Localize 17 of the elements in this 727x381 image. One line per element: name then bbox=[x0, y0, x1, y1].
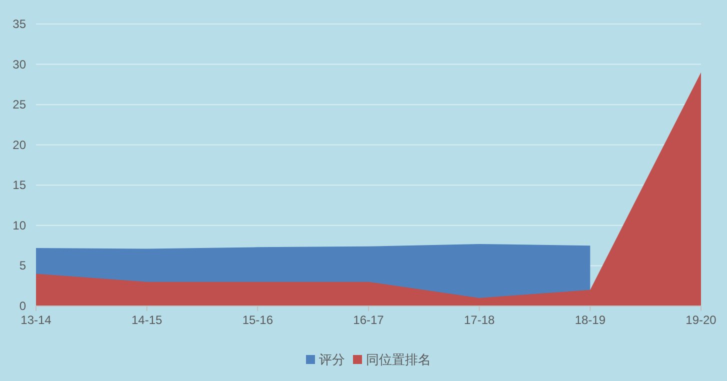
x-tick-label: 19-20 bbox=[686, 313, 717, 327]
y-tick-label: 25 bbox=[12, 98, 26, 112]
x-tick-label: 13-14 bbox=[20, 313, 52, 327]
y-tick-label: 5 bbox=[19, 258, 26, 273]
y-tick-label: 20 bbox=[12, 138, 26, 152]
y-tick-label: 35 bbox=[12, 17, 26, 31]
x-tick-label: 15-16 bbox=[242, 313, 274, 327]
x-tick-label: 18-19 bbox=[574, 313, 606, 327]
y-tick-label: 0 bbox=[19, 299, 26, 313]
legend-label: 同位置排名 bbox=[366, 352, 431, 367]
x-tick-label: 16-17 bbox=[353, 313, 384, 327]
legend-label: 评分 bbox=[319, 352, 345, 367]
y-tick-label: 15 bbox=[12, 178, 26, 192]
y-tick-label: 10 bbox=[12, 218, 26, 232]
y-tick-label: 30 bbox=[12, 57, 26, 72]
x-tick-label: 14-15 bbox=[131, 313, 162, 327]
x-tick-label: 17-18 bbox=[464, 313, 495, 327]
